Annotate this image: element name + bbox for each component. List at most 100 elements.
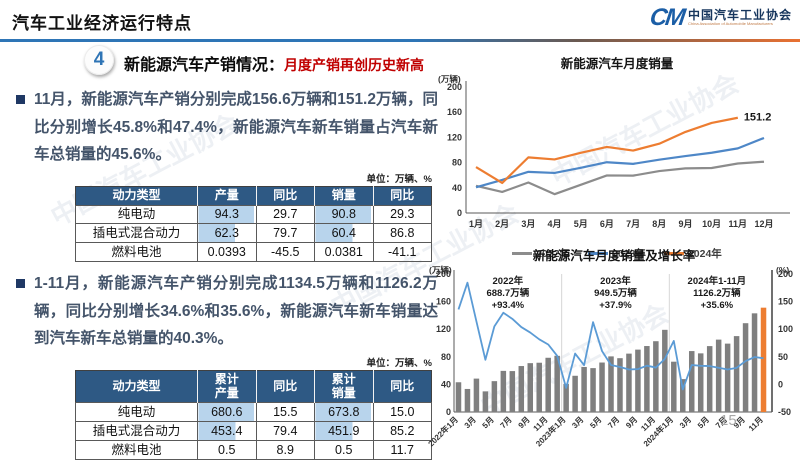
sales-bar xyxy=(455,382,462,412)
page-number: 15 xyxy=(720,412,737,429)
legend-item: 2024年 xyxy=(663,246,722,261)
table-row: 插电式混合动力 453.4 79.4 451.9 85.2 xyxy=(75,421,432,442)
table-header-cell: 产量 xyxy=(197,186,256,206)
sales-bar xyxy=(751,313,758,412)
x-tick-label: 2022年1月 xyxy=(428,414,460,448)
y-tick-label: 200 xyxy=(447,82,462,92)
legend-label: 2022年 xyxy=(536,248,571,260)
logo-name-cn: 中国汽车工业协会 xyxy=(687,7,792,22)
right-tick-label: 100 xyxy=(778,324,793,334)
table-row: 纯电动 94.3 29.7 90.8 29.3 xyxy=(75,204,432,225)
series-line-2022年 xyxy=(475,160,765,196)
legend-swatch xyxy=(588,252,609,255)
sales-bar xyxy=(500,370,507,412)
caam-logo: CM 中国汽车工业协会 China Association of Automob… xyxy=(648,4,792,32)
sales-bar xyxy=(733,336,740,412)
right-axis-unit: (%) xyxy=(776,265,789,275)
sales-bar xyxy=(536,362,542,412)
chart-1-plot: (万辆) 0 40 80 120 160 200 1月 2月 3月 4月 5月 6月 7月 8月 9月 10月 1… xyxy=(438,74,790,229)
table-cell: 纯电动 xyxy=(75,204,198,225)
sales-bar xyxy=(653,341,659,412)
table-row: 燃料电池 0.5 8.9 0.5 11.7 xyxy=(75,440,432,461)
legend-item: 2022年 xyxy=(512,246,570,261)
sales-bar xyxy=(760,307,767,412)
sales-bar xyxy=(715,339,722,412)
x-tick-label: 9月 xyxy=(678,219,692,229)
sales-bar xyxy=(724,343,731,412)
sales-bar xyxy=(572,375,578,412)
table-cell: 纯电动 xyxy=(75,402,198,423)
right-tick-label: 150 xyxy=(778,297,793,307)
table-cell: 673.8 xyxy=(314,402,374,423)
sales-bar xyxy=(473,378,480,412)
page-title: 汽车工业经济运行特点 xyxy=(12,14,192,33)
x-tick-label: 8月 xyxy=(652,219,666,229)
monthly-sales-line-chart: 新能源汽车月度销量 (万辆) 0 40 80 120 160 200 1月 2月 3月 4月 5月 6月… xyxy=(436,53,798,261)
left-tick-label: 200 xyxy=(436,269,451,279)
section-number-badge: 4 xyxy=(84,45,114,75)
y-tick-label: 160 xyxy=(447,107,462,117)
bullet-square-icon xyxy=(16,95,25,104)
x-tick-label: 9月 xyxy=(517,415,532,430)
x-tick-label: 3月 xyxy=(463,415,478,430)
table-cell: -41.1 xyxy=(372,242,432,263)
table-cell: 15.0 xyxy=(372,402,432,423)
table-cell: 60.4 xyxy=(314,223,374,244)
table-cell: 插电式混合动力 xyxy=(75,223,198,244)
table-cell: 90.8 xyxy=(314,204,374,225)
table-header-cell: 累计 产量 xyxy=(197,370,256,403)
table-row: 插电式混合动力 62.3 79.7 60.4 86.8 xyxy=(75,223,432,244)
table-header-cell: 动力类型 xyxy=(75,370,198,403)
table-cell: 0.5 xyxy=(314,440,374,461)
left-tick-label: 120 xyxy=(436,324,451,334)
sales-bar xyxy=(482,391,489,412)
x-tick-label: 7月 xyxy=(499,415,514,430)
right-tick-label: -50 xyxy=(778,407,791,417)
chart-2-plot: (万辆) (%) 0 40 80 120 160 200 -50 0 50 100 150 200 2022… xyxy=(426,265,793,448)
sales-bar xyxy=(563,383,569,412)
bullet-1: 11月，新能源汽车产销分别完成156.6万辆和151.2万辆，同比分别增长45.… xyxy=(16,86,438,169)
sales-bar xyxy=(688,351,695,412)
bullet-square-icon xyxy=(16,279,25,289)
table-cell: 94.3 xyxy=(197,204,257,225)
slide-header: 汽车工业经济运行特点 CM 中国汽车工业协会 China Association… xyxy=(0,0,800,42)
header-divider xyxy=(0,39,800,42)
table-cell: 燃料电池 xyxy=(75,242,198,263)
sales-bar xyxy=(626,353,632,412)
table-cell: 62.3 xyxy=(197,223,257,244)
x-tick-label: 3月 xyxy=(570,415,585,430)
x-tick-label: 5月 xyxy=(588,415,603,430)
table-cell: 85.2 xyxy=(372,421,432,442)
x-tick-label: 5月 xyxy=(481,415,496,430)
sales-bar xyxy=(608,356,614,412)
series-line-2024年 xyxy=(475,116,739,185)
x-tick-label: 12月 xyxy=(754,219,773,229)
y-tick-label: 0 xyxy=(457,208,462,218)
left-tick-label: 160 xyxy=(436,297,451,307)
x-tick-label: 6月 xyxy=(600,219,614,229)
table-cell: 453.4 xyxy=(197,421,257,442)
sales-bar xyxy=(509,371,516,412)
right-tick-label: 200 xyxy=(778,269,793,279)
logo-name-en: China Association of Automobile Manufact… xyxy=(687,21,773,26)
annotation-text: +37.9% xyxy=(599,300,632,311)
table-cell: 29.7 xyxy=(255,204,315,225)
section-subtitle: 月度产销再创历史新高 xyxy=(284,57,425,73)
right-tick-label: 0 xyxy=(778,379,783,389)
table-cell: 0.0393 xyxy=(197,242,257,263)
sales-bar xyxy=(581,366,587,412)
cumulative-output-sales-table: 动力类型 累计 产量 同比 累计 销量 同比 纯电动 680.6 15.5 673.8 15.0 插… xyxy=(75,369,432,461)
y-tick-label: 120 xyxy=(447,132,462,142)
left-tick-label: 80 xyxy=(441,352,451,362)
legend-label: 2024年 xyxy=(687,248,722,260)
sales-bar xyxy=(464,388,471,412)
table-header-cell: 同比 xyxy=(255,186,315,206)
x-tick-label: 4月 xyxy=(548,219,562,229)
legend-swatch xyxy=(663,252,684,255)
table-cell: 插电式混合动力 xyxy=(75,421,198,442)
x-tick-label: 1月 xyxy=(469,219,483,229)
table-cell: 79.7 xyxy=(255,223,315,244)
table-header-cell: 销量 xyxy=(314,186,373,206)
left-tick-label: 40 xyxy=(441,379,451,389)
chart-1-legend: 2022年 2023年 2024年 xyxy=(436,246,798,261)
